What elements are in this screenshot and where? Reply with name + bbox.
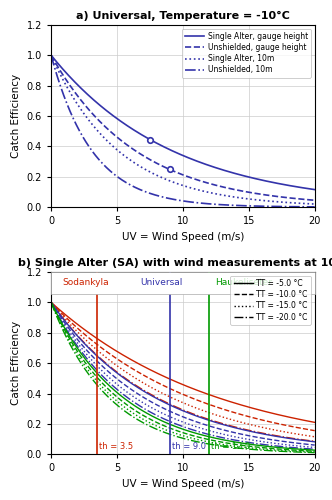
X-axis label: UV = Wind Speed (m/s): UV = Wind Speed (m/s) xyxy=(122,232,244,241)
Text: th = 9.0: th = 9.0 xyxy=(172,442,206,452)
Single Alter, 10m xyxy=(206,189,210,195)
Title: b) Single Alter (SA) with wind measurements at 10m: b) Single Alter (SA) with wind measureme… xyxy=(18,258,332,268)
Line: Unshielded, gauge height: Unshielded, gauge height xyxy=(51,55,315,201)
Unshielded, 10m xyxy=(265,204,269,210)
Unshielded, gauge height xyxy=(49,52,53,58)
Line: Single Alter, gauge height: Single Alter, gauge height xyxy=(51,55,315,190)
Text: Haukeliseter: Haukeliseter xyxy=(215,278,272,287)
Unshielded, gauge height xyxy=(174,170,178,175)
Unshielded, gauge height xyxy=(176,170,180,176)
Text: Sodankyla: Sodankyla xyxy=(62,278,109,287)
Legend: TT = -5.0 °C, TT = -10.0 °C, TT = -15.0 °C, TT = -20.0 °C: TT = -5.0 °C, TT = -10.0 °C, TT = -15.0 … xyxy=(230,276,311,324)
Single Alter, 10m xyxy=(265,198,269,204)
Single Alter, gauge height xyxy=(174,150,178,156)
Single Alter, 10m xyxy=(49,52,53,58)
Unshielded, 10m xyxy=(306,204,310,210)
Title: a) Universal, Temperature = -10°C: a) Universal, Temperature = -10°C xyxy=(76,11,290,21)
Unshielded, 10m xyxy=(313,204,317,210)
Single Alter, gauge height xyxy=(49,52,53,58)
Single Alter, gauge height xyxy=(313,186,317,192)
Line: Unshielded, 10m: Unshielded, 10m xyxy=(51,55,315,207)
Text: Universal: Universal xyxy=(141,278,183,287)
Unshielded, gauge height xyxy=(306,196,310,202)
Unshielded, gauge height xyxy=(206,180,210,186)
Line: Single Alter, 10m: Single Alter, 10m xyxy=(51,55,315,204)
FancyBboxPatch shape xyxy=(51,272,315,294)
Single Alter, gauge height xyxy=(206,162,210,168)
Single Alter, 10m xyxy=(174,180,178,186)
Unshielded, gauge height xyxy=(265,192,269,198)
Unshielded, 10m xyxy=(176,197,180,203)
Y-axis label: Catch Efficiency: Catch Efficiency xyxy=(11,74,21,158)
Y-axis label: Catch Efficiency: Catch Efficiency xyxy=(11,321,21,405)
Unshielded, 10m xyxy=(206,201,210,207)
Unshielded, 10m xyxy=(49,52,53,58)
Single Alter, gauge height xyxy=(176,150,180,156)
Single Alter, gauge height xyxy=(265,178,269,184)
Single Alter, 10m xyxy=(313,201,317,207)
Text: th = 3.5: th = 3.5 xyxy=(99,442,133,452)
Text: th = 12.0: th = 12.0 xyxy=(211,442,250,452)
Unshielded, 10m xyxy=(192,200,196,205)
X-axis label: UV = Wind Speed (m/s): UV = Wind Speed (m/s) xyxy=(122,479,244,489)
Unshielded, gauge height xyxy=(313,198,317,203)
Single Alter, 10m xyxy=(192,186,196,192)
Single Alter, 10m xyxy=(176,181,180,187)
Legend: Single Alter, gauge height, Unshielded, gauge height, Single Alter, 10m, Unshiel: Single Alter, gauge height, Unshielded, … xyxy=(182,28,311,78)
Single Alter, gauge height xyxy=(306,186,310,192)
Unshielded, gauge height xyxy=(192,176,196,182)
Unshielded, 10m xyxy=(174,197,178,203)
Single Alter, 10m xyxy=(306,200,310,206)
Single Alter, gauge height xyxy=(192,157,196,163)
